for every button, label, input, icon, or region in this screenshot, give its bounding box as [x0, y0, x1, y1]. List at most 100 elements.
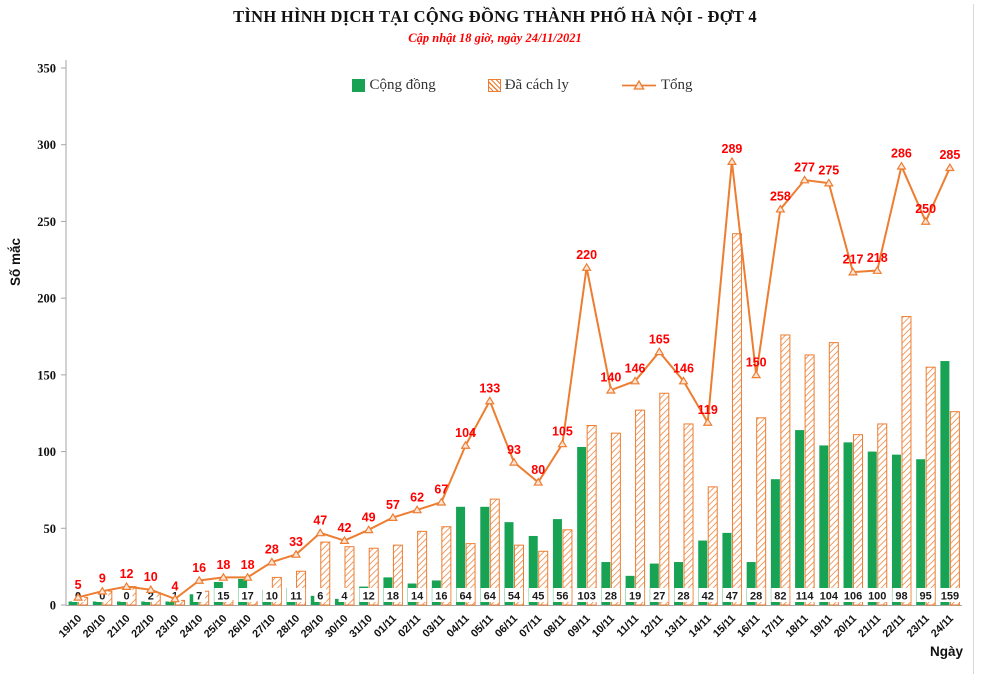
bar-value-label: 19: [629, 591, 641, 603]
bar-da-cach-ly: [925, 366, 936, 606]
bar-value-label: 114: [796, 591, 815, 603]
triangle-marker-icon: [726, 156, 737, 165]
bar-da-cach-ly: [756, 417, 767, 606]
triangle-marker-icon: [145, 584, 156, 594]
bar-value-box: [144, 588, 157, 602]
triangle-marker-icon: [533, 477, 544, 486]
x-date-label: 21/11: [856, 613, 883, 640]
bar-cong-dong: [940, 361, 950, 605]
bar-value-label: 10: [266, 591, 278, 603]
bar-value-label: 104: [820, 591, 839, 603]
bar-value-box: [625, 588, 645, 602]
line-value-label: 49: [362, 510, 376, 524]
bar-value-box: [916, 588, 935, 602]
line-value-label: 258: [770, 190, 791, 204]
bar-value-box: [238, 588, 257, 602]
triangle-marker-icon: [315, 528, 326, 537]
line-value-label: 119: [698, 403, 718, 417]
x-date-label: 24/10: [178, 613, 206, 641]
legend-label: Cộng đồng: [369, 77, 436, 93]
bar-da-cach-ly: [538, 550, 549, 606]
bar-value-box: [407, 588, 427, 602]
bar-value-box: [722, 588, 742, 602]
bar-da-cach-ly: [586, 424, 597, 606]
triangle-marker-icon: [581, 262, 592, 271]
bar-value-label: 15: [217, 591, 229, 603]
bar-da-cach-ly: [731, 233, 742, 606]
x-date-label: 09/11: [566, 613, 593, 640]
line-value-label: 286: [891, 147, 912, 161]
bar-da-cach-ly: [489, 498, 500, 606]
bar-value-label: 14: [411, 591, 424, 603]
line-value-label: 28: [265, 543, 279, 557]
bar-value-box: [771, 588, 790, 602]
bar-da-cach-ly: [949, 411, 960, 606]
bar-value-label: 0: [99, 591, 105, 603]
bar-value-box: [214, 588, 233, 602]
bar-value-label: 56: [556, 591, 568, 603]
line-value-label: 140: [600, 371, 621, 385]
y-tick-label: 250: [37, 215, 56, 229]
bar-cong-dong: [649, 563, 659, 605]
line-value-label: 33: [289, 535, 303, 549]
bar-value-box: [792, 588, 817, 602]
chart-subtitle: Cập nhật 18 giờ, ngày 24/11/2021: [408, 31, 582, 45]
bar-cong-dong: [165, 601, 175, 605]
bar-value-labels-layer: [72, 588, 963, 602]
triangle-marker-icon: [702, 417, 713, 426]
line-value-label: 42: [338, 521, 352, 535]
bar-value-box: [747, 588, 766, 602]
triangle-marker-icon: [387, 512, 398, 521]
x-date-label: 16/11: [735, 613, 762, 640]
bar-da-cach-ly: [901, 316, 912, 606]
triangle-marker-icon: [848, 267, 858, 276]
bar-da-cach-ly: [804, 354, 815, 606]
bar-value-box: [840, 588, 866, 602]
bar-value-label: 18: [387, 591, 399, 603]
triangle-marker-icon: [944, 162, 955, 172]
triangle-marker-icon: [339, 535, 350, 544]
y-axis-title: Số mắc: [8, 238, 23, 287]
x-date-label: 10/11: [590, 613, 617, 640]
line-value-label: 9: [99, 572, 106, 586]
x-date-label: 27/10: [250, 613, 278, 641]
bar-value-box: [864, 588, 890, 602]
line-value-label: 12: [120, 567, 134, 581]
x-date-label: 21/10: [105, 613, 133, 641]
x-date-label: 31/10: [347, 613, 375, 641]
triangle-marker-icon: [412, 505, 423, 514]
bar-value-label: 103: [577, 591, 595, 603]
line-value-label: 275: [818, 164, 839, 178]
bar-da-cach-ly: [465, 543, 476, 606]
x-date-label: 15/11: [711, 613, 738, 640]
bar-cong-dong: [528, 535, 538, 605]
bar-da-cach-ly: [514, 544, 524, 606]
bar-cong-dong: [456, 506, 466, 605]
line-value-label: 277: [794, 161, 815, 175]
bar-value-label: 27: [653, 591, 665, 603]
bar-value-box: [650, 588, 669, 602]
x-date-label: 25/10: [202, 613, 230, 641]
y-tick-label: 50: [44, 522, 57, 536]
bar-da-cach-ly: [828, 342, 839, 606]
bar-value-label: 42: [702, 591, 714, 603]
line-value-label: 80: [531, 463, 545, 477]
x-date-label: 22/11: [880, 613, 907, 640]
bar-cong-dong: [117, 601, 127, 605]
x-date-label: 26/10: [226, 613, 254, 641]
line-value-label: 4: [171, 579, 178, 593]
bar-cong-dong: [746, 562, 756, 605]
x-date-label: 04/11: [445, 613, 472, 640]
triangle-marker-icon: [170, 594, 180, 603]
bar-value-box: [574, 588, 599, 602]
triangle-marker-icon: [121, 581, 132, 590]
line-value-label: 146: [673, 361, 694, 375]
x-date-label: 23/10: [154, 613, 182, 641]
bar-value-label: 28: [677, 591, 689, 603]
x-date-label: 19/11: [808, 613, 835, 640]
triangle-marker-icon: [872, 265, 883, 274]
triangle-marker-icon: [751, 370, 762, 379]
bar-cong-dong: [916, 459, 926, 605]
